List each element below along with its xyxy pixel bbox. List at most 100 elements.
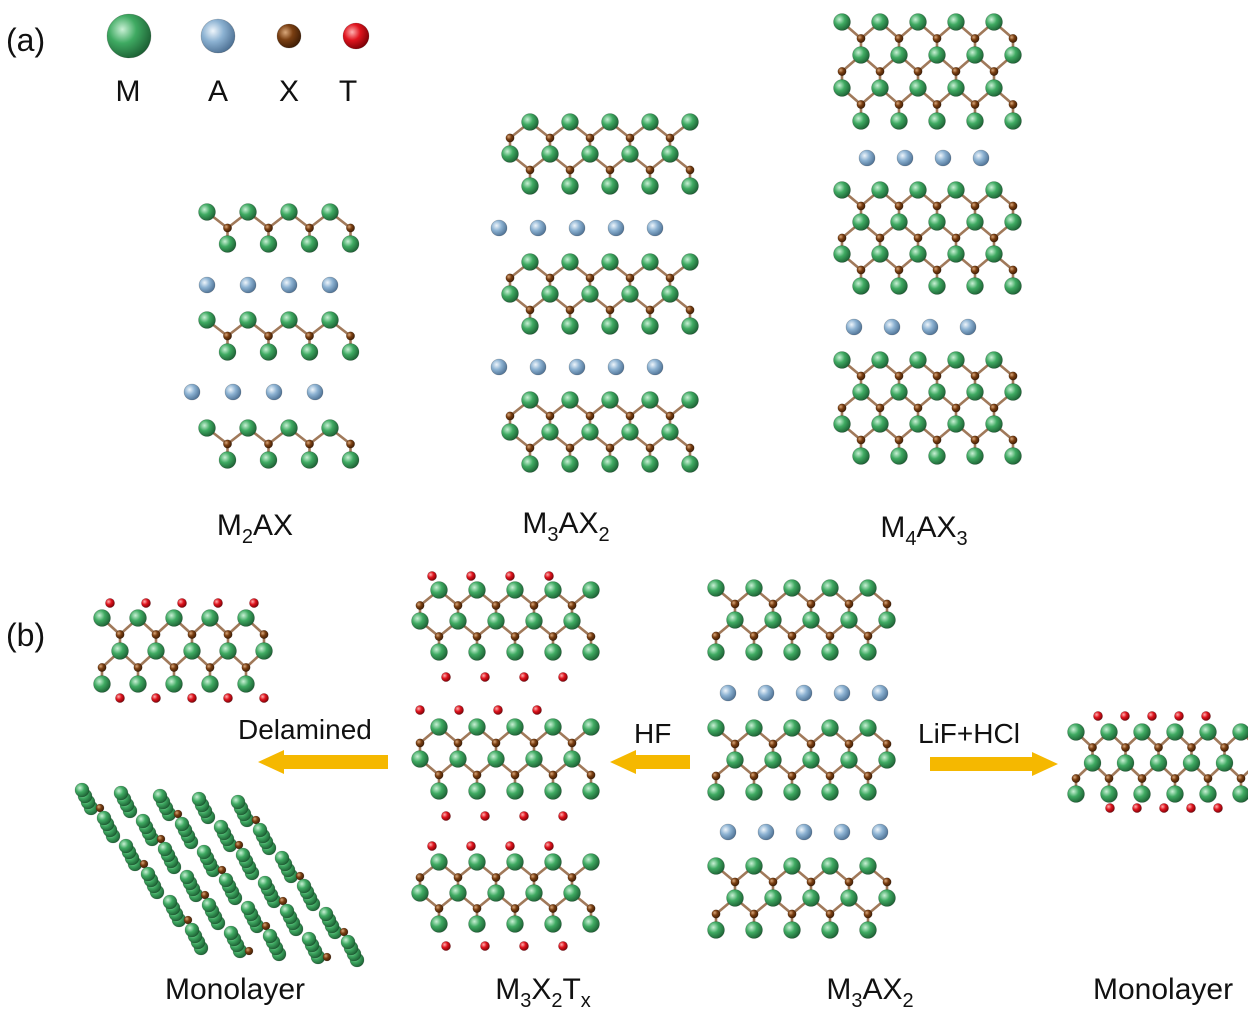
atom-m (746, 858, 763, 875)
atom-a (647, 359, 663, 375)
atom-x (526, 306, 534, 314)
atom-x (971, 202, 979, 210)
atom-m (301, 344, 318, 361)
atom-m (872, 416, 889, 433)
atom-x (646, 306, 654, 314)
atom-x (788, 632, 796, 640)
atom-x (933, 202, 941, 210)
atom-m (708, 580, 725, 597)
atom-m (822, 644, 839, 661)
atom-m (184, 643, 201, 660)
atom-x (788, 910, 796, 918)
atom-m (412, 613, 429, 630)
structure-m3ax2 (491, 114, 699, 473)
caption-monolayer-right: Monolayer (1093, 972, 1233, 1008)
atom-m (986, 352, 1003, 369)
atom-m (682, 318, 699, 335)
atom-m (834, 416, 851, 433)
atom-x (933, 436, 941, 444)
atom-m (986, 14, 1003, 31)
atom-m (431, 719, 448, 736)
atom-x (845, 740, 853, 748)
atom-x (857, 372, 865, 380)
legend-label-a: A (198, 74, 238, 110)
atom-a (935, 150, 951, 166)
atom-x (895, 100, 903, 108)
structure-monolayer-right (1068, 711, 1248, 812)
atom-a (184, 384, 200, 400)
process-arrows (258, 750, 1058, 776)
atom-x (526, 444, 534, 452)
atom-m (822, 858, 839, 875)
atom-x (826, 910, 834, 918)
atom-x (264, 224, 272, 232)
structure-m3x2tx (412, 571, 600, 950)
atom-x (416, 601, 424, 609)
atom-a (281, 277, 297, 293)
atom-m (642, 318, 659, 335)
atom-x (530, 873, 538, 881)
atom-x (170, 663, 178, 671)
atom-m (708, 922, 725, 939)
panel-a-label: (a) (6, 22, 45, 58)
atom-m (119, 839, 133, 853)
atom-m (662, 424, 679, 441)
atom-x (1237, 774, 1245, 782)
atom-m (582, 146, 599, 163)
atom-x (971, 100, 979, 108)
atom-m (469, 644, 486, 661)
atom-m (545, 582, 562, 599)
atom-x (549, 904, 557, 912)
atom-m (841, 752, 858, 769)
atom-a (758, 824, 774, 840)
atom-x (606, 166, 614, 174)
atom-m (853, 214, 870, 231)
atom-x (606, 444, 614, 452)
atom-m (967, 113, 984, 130)
atom-t (223, 693, 232, 702)
atom-x (952, 404, 960, 412)
atom-m (910, 80, 927, 97)
atom-x (223, 440, 231, 448)
atom-m (784, 644, 801, 661)
atom-x (626, 412, 634, 420)
atom-x (883, 600, 891, 608)
atom-t (441, 941, 450, 950)
atom-x (1204, 774, 1212, 782)
atom-m (662, 286, 679, 303)
atom-m (841, 612, 858, 629)
atom-x (1088, 743, 1096, 751)
arrow-label-delamined: Delamined (238, 712, 372, 748)
atom-x (473, 632, 481, 640)
atom-m (219, 344, 236, 361)
atom-m (891, 214, 908, 231)
atom-m (583, 719, 600, 736)
atom-x (242, 663, 250, 671)
atom-m (1005, 278, 1022, 295)
atom-a (720, 824, 736, 840)
atom-m (967, 47, 984, 64)
atom-a (796, 824, 812, 840)
atom-m (322, 204, 339, 221)
atom-t (151, 693, 160, 702)
atom-m (583, 916, 600, 933)
atom-m (97, 811, 111, 825)
atom-x (857, 202, 865, 210)
structure-m2ax (184, 204, 359, 469)
atom-x (346, 440, 354, 448)
atom-m (136, 814, 150, 828)
atom-m (910, 246, 927, 263)
atom-x (546, 134, 554, 142)
atom-a (884, 319, 900, 335)
atom-x (1220, 743, 1228, 751)
atom-x (712, 910, 720, 918)
atom-x (1154, 743, 1162, 751)
atom-x (1009, 100, 1017, 108)
atom-x (492, 739, 500, 747)
atom-m (929, 113, 946, 130)
atom-t (519, 941, 528, 950)
atom-x (933, 372, 941, 380)
atom-m (469, 582, 486, 599)
atom-m (891, 448, 908, 465)
atom-m (642, 254, 659, 271)
